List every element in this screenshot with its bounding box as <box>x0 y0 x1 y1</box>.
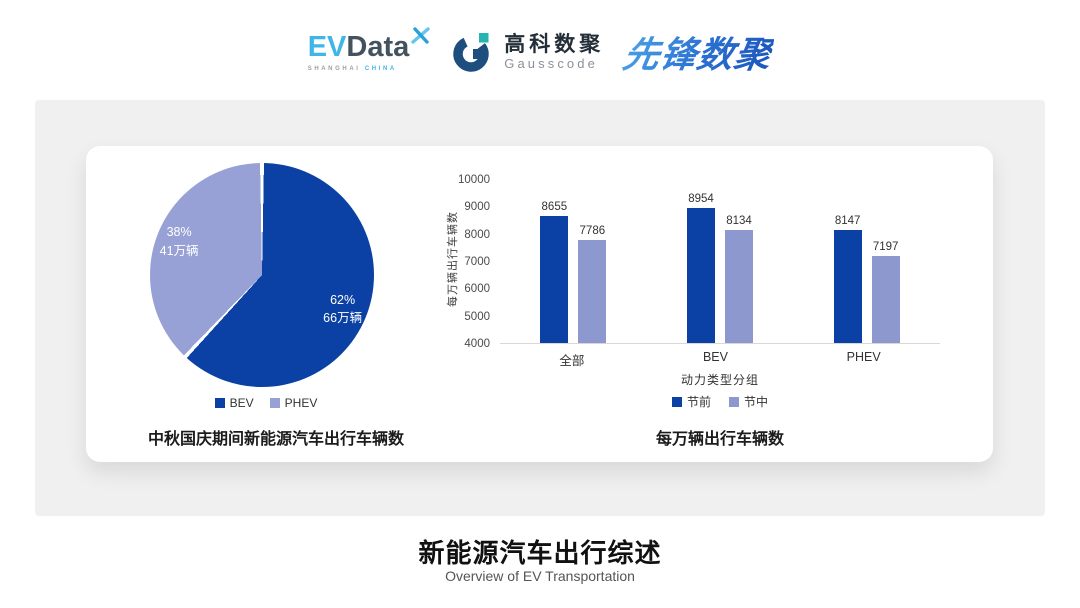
bar <box>871 255 900 343</box>
gausscode-g-icon <box>453 33 490 72</box>
bar <box>578 239 607 343</box>
y-tick-label: 9000 <box>464 201 490 214</box>
bar-chart-title: 每万辆出行车辆数 <box>655 431 784 448</box>
evdata-ev-text: EV <box>307 30 347 63</box>
y-tick-label: 5000 <box>464 310 490 323</box>
legend-label: BEV <box>229 396 254 410</box>
legend-item: 节前 <box>671 393 711 410</box>
gausscode-logo: 高科数聚 Gausscode <box>451 30 604 74</box>
x-category-label: 全部 <box>559 354 585 368</box>
bar-group: 8954 8134 <box>686 192 753 343</box>
y-axis-ticks: 10000 9000 8000 7000 6000 5000 4000 <box>450 174 490 350</box>
evdata-subtitle: SHANGHAI CHINA <box>307 65 397 72</box>
bar-value-label: 8134 <box>726 215 752 227</box>
y-tick-label: 4000 <box>464 338 490 350</box>
y-tick-label: 6000 <box>464 283 490 296</box>
evdata-x-icon <box>411 26 430 44</box>
evdata-data-text: Data <box>346 30 410 63</box>
bar-with-label: 8954 <box>686 192 715 343</box>
legend-item: PHEV <box>269 396 318 410</box>
bar-group: 8147 7197 <box>833 214 900 343</box>
page-title: 新能源汽车出行综述 <box>418 538 662 568</box>
gausscode-text: 高科数聚 Gausscode <box>504 33 604 72</box>
bar-legend: 节前 节中 <box>500 393 940 410</box>
bar <box>540 215 569 343</box>
y-tick-label: 8000 <box>464 228 490 241</box>
x-category-label: BEV <box>702 350 728 364</box>
bar <box>686 207 715 343</box>
x-axis-label: 动力类型分组 <box>680 373 759 387</box>
pie-slice-label-phev: 38% 41万辆 <box>159 225 199 258</box>
legend-label: 节中 <box>744 395 769 409</box>
pie-chart: 38% 41万辆 62% 66万辆 <box>150 163 374 387</box>
legend-item: BEV <box>214 396 254 410</box>
page-subtitle: Overview of EV Transportation <box>445 568 635 584</box>
brand-header: EV Data SHANGHAI CHINA 高科数聚 Gausscode <box>0 26 1080 78</box>
bar-value-label: 7197 <box>872 240 899 253</box>
chart-card: 38% 41万辆 62% 66万辆 BEV PHEV 中秋国庆期间新能源汽车出行车… <box>86 146 993 462</box>
bar-value-label: 8147 <box>834 214 861 227</box>
legend-item: 节中 <box>729 393 768 410</box>
bar <box>724 230 753 343</box>
pioneer-wordmark: 先锋数聚 <box>620 34 776 75</box>
bar <box>833 229 862 343</box>
bar-plot: 8655 7786 8954 8134 8147 7197 <box>500 180 940 344</box>
legend-label: PHEV <box>284 396 318 410</box>
evdata-wordmark: EV Data <box>307 26 432 63</box>
bar-with-label: 8134 <box>724 215 753 343</box>
bar-with-label: 7197 <box>871 240 900 343</box>
bar-group: 8655 7786 <box>540 200 607 343</box>
y-tick-label: 7000 <box>464 256 490 268</box>
bar-with-label: 8655 <box>540 200 569 343</box>
y-tick-label: 10000 <box>458 174 490 186</box>
evdata-logo: EV Data SHANGHAI CHINA <box>307 26 432 72</box>
x-category-row: 全部 BEV PHEV <box>500 350 940 369</box>
pioneer-logo: 先锋数聚 <box>620 26 777 78</box>
pie-chart-title: 中秋国庆期间新能源汽车出行车辆数 <box>147 431 404 448</box>
legend-swatch <box>729 396 739 407</box>
legend-label: 节前 <box>686 395 711 409</box>
bar-with-label: 7786 <box>578 224 607 343</box>
pie-chart-section: 38% 41万辆 62% 66万辆 BEV PHEV 中秋国庆期间新能源汽车出行车… <box>86 146 446 462</box>
bar-value-label: 8655 <box>541 200 568 213</box>
pie-legend: BEV PHEV <box>86 396 446 410</box>
pie-slice-label-bev: 62% 66万辆 <box>323 292 363 325</box>
bar-value-label: 8954 <box>688 192 714 205</box>
bar-chart-section: 每万辆出行车辆数 10000 9000 8000 7000 6000 5000 4000 8… <box>446 146 993 462</box>
x-category-label: PHEV <box>846 350 881 364</box>
bar-value-label: 7786 <box>579 224 606 237</box>
bar-with-label: 8147 <box>833 214 862 343</box>
legend-swatch <box>214 398 225 408</box>
legend-swatch <box>269 398 280 408</box>
legend-swatch <box>671 396 682 407</box>
gausscode-cn-text: 高科数聚 <box>504 32 605 56</box>
gausscode-en-text: Gausscode <box>504 55 598 71</box>
